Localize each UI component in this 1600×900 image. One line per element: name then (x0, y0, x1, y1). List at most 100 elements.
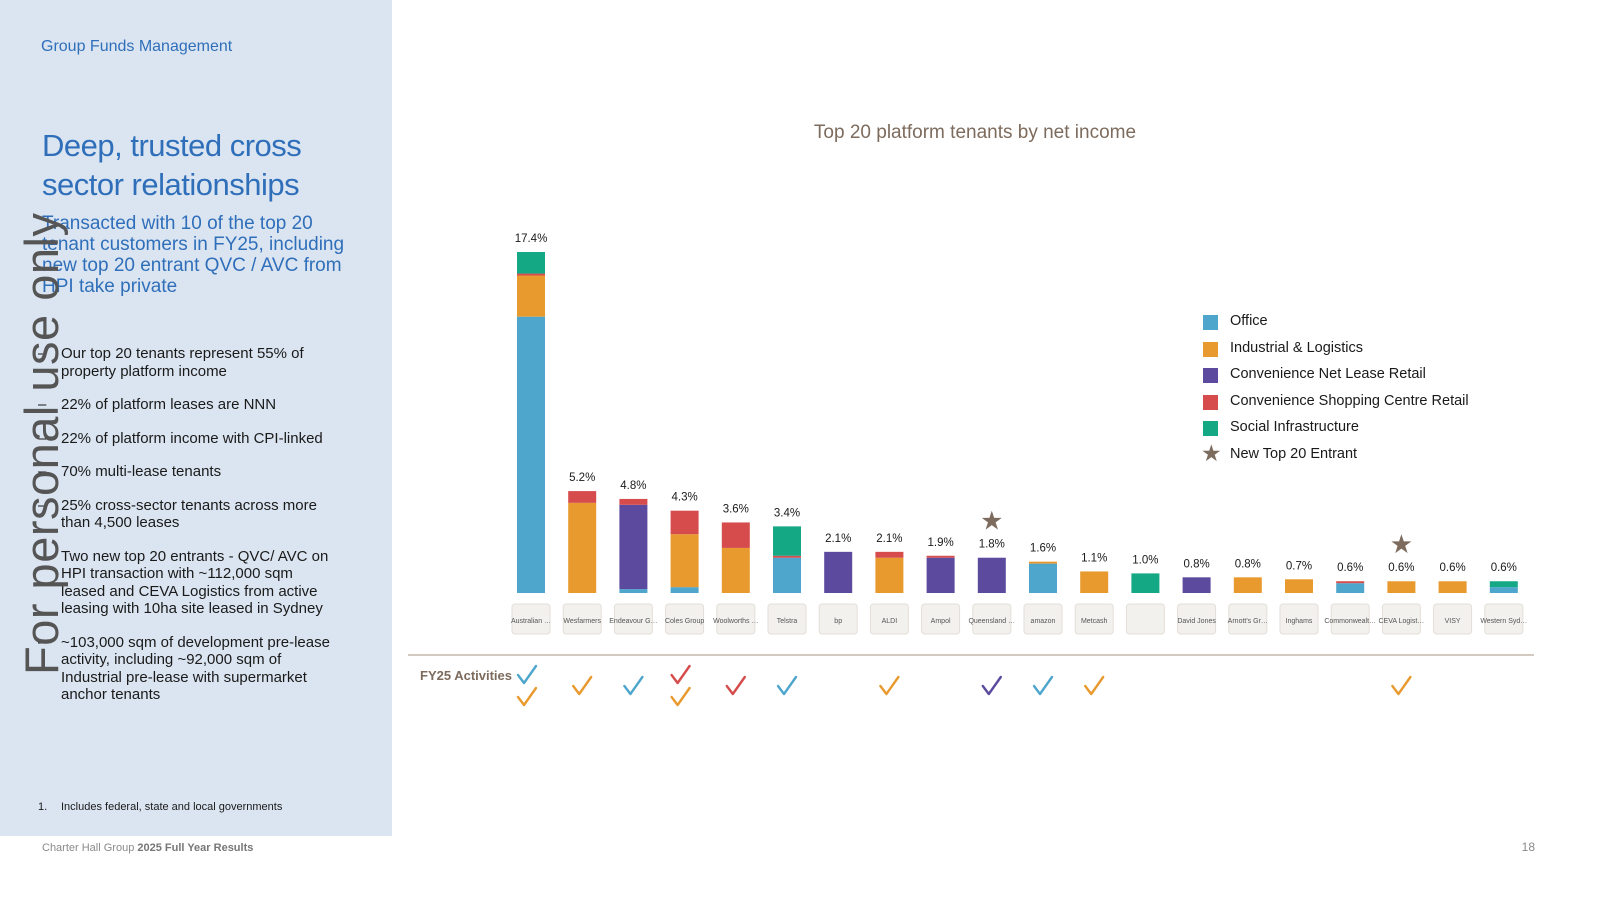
tenant-logo (1023, 603, 1063, 635)
tenant-logo (869, 603, 909, 635)
bar-segment-industrial-logistics (1029, 561, 1057, 564)
bar-segment-convenience-shopping-centre-retail (670, 510, 699, 535)
checkmark-icon (572, 675, 593, 696)
data-label: 0.8% (1183, 558, 1209, 570)
tenant-logo (1330, 603, 1370, 635)
bar-segment-convenience-shopping-centre-retail (926, 555, 955, 558)
footer: Charter Hall Group 2025 Full Year Result… (42, 842, 253, 854)
checkmark-icon (1391, 675, 1412, 696)
tenant-name: amazon (1031, 618, 1056, 625)
checkmark-icon (776, 675, 798, 696)
data-label: 0.6% (1439, 562, 1465, 574)
footnote: 1. Includes federal, state and local gove… (38, 801, 282, 813)
data-label: 2.1% (876, 533, 902, 545)
tenant-logo (1228, 603, 1268, 635)
tenant-logo (972, 603, 1012, 635)
data-label: 2.1% (825, 533, 851, 545)
tenant-logo (511, 603, 551, 635)
legend-label-cscr: Convenience Shopping Centre Retail (1230, 392, 1469, 409)
checkmark-icon (516, 664, 538, 685)
bar-segment-office (1336, 583, 1365, 593)
footnote-number: 1. (38, 801, 48, 813)
legend-label-cnlr: Convenience Net Lease Retail (1230, 366, 1426, 382)
data-label: 4.3% (671, 492, 697, 504)
tenant-name: Metcash (1081, 618, 1108, 625)
checkmark-icon (725, 675, 746, 696)
bar-segment-convenience-shopping-centre-retail (1336, 581, 1365, 584)
data-label: 0.6% (1337, 562, 1363, 574)
data-label: 4.8% (620, 480, 646, 492)
bar-segment-industrial-logistics (1080, 571, 1109, 593)
bullet-item: 22% of platform leases are NNN (38, 396, 338, 414)
bar-segment-convenience-shopping-centre-retail (568, 491, 597, 503)
checkmark-icon (1032, 675, 1054, 696)
bullet-item: Our top 20 tenants represent 55% of prop… (38, 345, 338, 380)
tenant-name: Inghams (1286, 618, 1313, 625)
tenant-logo (1381, 603, 1421, 635)
checkmark-icon (516, 686, 538, 707)
tenant-logo (1484, 603, 1524, 635)
bullet-item: Two new top 20 entrants - QVC/ AVC on HP… (38, 548, 338, 618)
bullet-item: 25% cross-sector tenants across more tha… (38, 497, 338, 532)
checkmark-icon (623, 675, 644, 696)
tenant-logo (562, 603, 602, 635)
bar-segment-convenience-net-lease-retail (824, 551, 853, 593)
star-icon: ★ (1390, 529, 1413, 559)
data-label: 1.8% (979, 539, 1005, 551)
tenant-name: David Jones (1177, 618, 1216, 625)
legend-label-social: Social Infrastructure (1230, 419, 1359, 435)
tenant-logo (767, 603, 807, 635)
bar-segment-industrial-logistics (1285, 579, 1313, 593)
tenant-logo (921, 603, 961, 635)
page-subtitle: Transacted with 10 of the top 20 tenant … (42, 213, 345, 297)
tenant-logo (1279, 603, 1319, 635)
bar-segment-social-infrastructure (1131, 573, 1160, 593)
bar-segment-convenience-net-lease-retail (977, 557, 1006, 593)
tenant-name: Endeavour G… (609, 618, 657, 625)
tenant-name: Wesfarmers (563, 618, 601, 625)
tenant-name: Telstra (777, 618, 798, 625)
tenant-name: Commonwealt… (1324, 618, 1376, 625)
footer-report: 2025 Full Year Results (137, 842, 254, 854)
left-panel: Group Funds Management Deep, trusted cro… (0, 0, 392, 836)
tenant-name: Arnott's Gr… (1228, 618, 1268, 625)
bar-segment-industrial-logistics (568, 502, 597, 593)
data-label: 0.8% (1235, 558, 1261, 570)
bullet-item: ~103,000 sqm of development pre-lease ac… (38, 634, 338, 704)
tenant-name: CEVA Logist… (1379, 618, 1425, 625)
tenant-name: Western Syd… (1480, 618, 1527, 625)
bar-segment-office (670, 587, 699, 593)
checkmark-icon (879, 675, 900, 696)
data-label: 1.6% (1030, 543, 1056, 555)
tenant-logo (1433, 603, 1473, 635)
bar-segment-industrial-logistics (875, 557, 904, 593)
legend-swatch-office (1203, 315, 1218, 330)
bar-segment-office (619, 589, 648, 593)
data-label: 17.4% (515, 233, 548, 245)
bar-segment-convenience-shopping-centre-retail (721, 522, 750, 548)
bar-segment-industrial-logistics (670, 534, 699, 588)
checkmark-icon (1084, 675, 1105, 696)
footer-company: Charter Hall Group (42, 842, 135, 854)
data-label: 0.7% (1286, 560, 1312, 572)
bar-segment-office (773, 557, 801, 593)
data-label: 1.1% (1081, 552, 1107, 564)
bar-segment-industrial-logistics (721, 547, 750, 593)
bar-segment-convenience-net-lease-retail (619, 504, 648, 590)
tenant-name: Ampol (931, 618, 951, 625)
checkmark-icon (670, 664, 691, 685)
bar-segment-industrial-logistics (517, 275, 545, 317)
page-title: Deep, trusted cross sector relationships (42, 128, 302, 202)
bar-segment-industrial-logistics (1233, 577, 1262, 593)
bar-segment-convenience-net-lease-retail (1182, 577, 1211, 593)
tenant-name: Queensland … (968, 618, 1015, 625)
bar-segment-office (1489, 587, 1518, 593)
legend-swatch-cscr (1203, 394, 1218, 410)
checkmark-icon (981, 675, 1002, 696)
tenant-logo (818, 603, 858, 635)
data-label: 5.2% (569, 472, 595, 484)
bar-segment-industrial-logistics (1438, 581, 1467, 593)
legend-swatch-cnlr (1203, 368, 1218, 383)
bar-segment-social-infrastructure (517, 252, 545, 274)
checkmark-icon (670, 686, 691, 707)
